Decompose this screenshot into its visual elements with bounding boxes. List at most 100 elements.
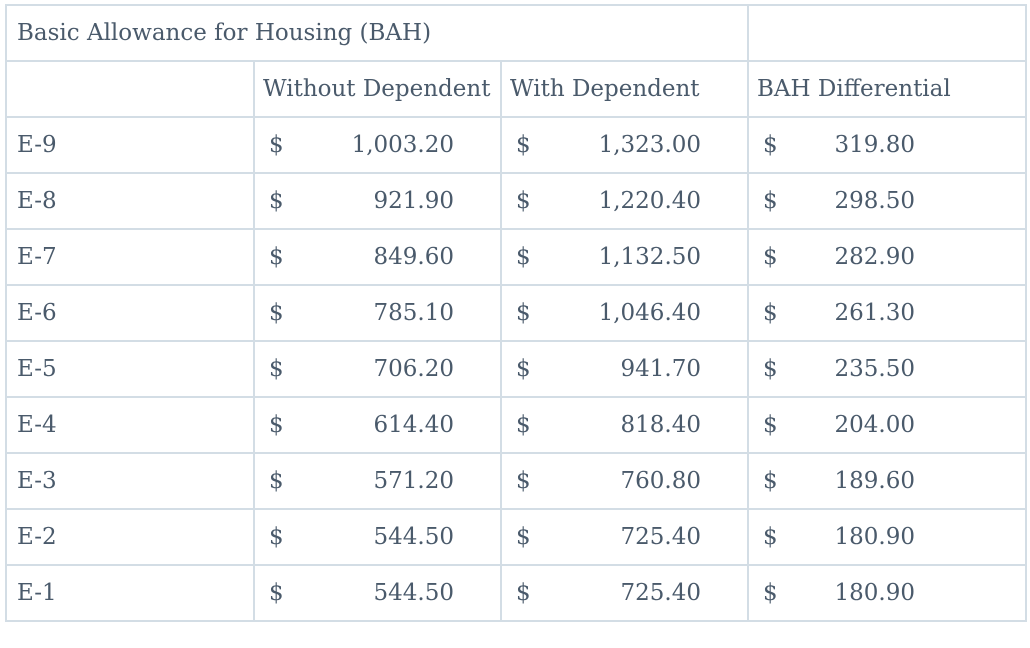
currency-symbol: $ [516, 412, 531, 438]
amount: 921.90 [373, 188, 454, 214]
with-dependent-cell: $760.80 [499, 452, 750, 510]
title-row-empty-cell [747, 4, 1028, 62]
currency-symbol: $ [269, 580, 284, 606]
money-value: $298.50 [750, 175, 1024, 227]
money-value: $235.50 [750, 343, 1024, 395]
currency-symbol: $ [763, 300, 778, 326]
currency-symbol: $ [269, 412, 284, 438]
amount: 849.60 [373, 244, 454, 270]
header-grade [5, 60, 255, 118]
money-value: $282.90 [750, 231, 1024, 283]
amount: 1,220.40 [598, 188, 702, 214]
currency-symbol: $ [269, 356, 284, 382]
table-row: E-3 $571.20 $760.80 $189.60 [5, 452, 1028, 510]
amount: 571.20 [373, 468, 454, 494]
money-value: $571.20 [256, 455, 499, 507]
amount: 261.30 [834, 300, 916, 326]
with-dependent-cell: $1,220.40 [499, 172, 750, 230]
without-dependent-cell: $571.20 [253, 452, 502, 510]
money-value: $544.50 [256, 567, 499, 619]
amount: 725.40 [620, 580, 702, 606]
currency-symbol: $ [516, 468, 531, 494]
money-value: $1,132.50 [503, 231, 746, 283]
with-dependent-cell: $1,132.50 [499, 228, 750, 286]
table-title: Basic Allowance for Housing (BAH) [4, 4, 750, 62]
money-value: $706.20 [256, 343, 499, 395]
header-bah-differential: BAH Differential [747, 60, 1028, 118]
table-row: E-1 $544.50 $725.40 $180.90 [5, 564, 1028, 622]
currency-symbol: $ [516, 524, 531, 550]
amount: 1,003.20 [351, 132, 454, 158]
grade-cell: E-7 [5, 228, 255, 286]
amount: 1,323.00 [598, 132, 702, 158]
amount: 298.50 [834, 188, 916, 214]
amount: 180.90 [834, 524, 916, 550]
amount: 544.50 [373, 580, 454, 606]
bah-differential-cell: $282.90 [747, 228, 1028, 286]
bah-differential-cell: $261.30 [747, 284, 1028, 342]
amount: 1,132.50 [598, 244, 702, 270]
table-row: E-5 $706.20 $941.70 $235.50 [5, 340, 1028, 398]
money-value: $849.60 [256, 231, 499, 283]
money-value: $941.70 [503, 343, 746, 395]
money-value: $189.60 [750, 455, 1024, 507]
grade-cell: E-4 [5, 396, 255, 454]
money-value: $544.50 [256, 511, 499, 563]
currency-symbol: $ [763, 132, 778, 158]
header-row: Without Dependent With Dependent BAH Dif… [5, 60, 1028, 118]
bah-differential-cell: $235.50 [747, 340, 1028, 398]
bah-differential-cell: $180.90 [747, 508, 1028, 566]
grade-cell: E-9 [5, 116, 255, 174]
currency-symbol: $ [269, 244, 284, 270]
without-dependent-cell: $544.50 [253, 508, 502, 566]
money-value: $818.40 [503, 399, 746, 451]
without-dependent-cell: $849.60 [253, 228, 502, 286]
money-value: $760.80 [503, 455, 746, 507]
money-value: $319.80 [750, 119, 1024, 171]
currency-symbol: $ [516, 300, 531, 326]
money-value: $1,046.40 [503, 287, 746, 339]
money-value: $614.40 [256, 399, 499, 451]
currency-symbol: $ [763, 580, 778, 606]
with-dependent-cell: $1,046.40 [499, 284, 750, 342]
amount: 319.80 [834, 132, 916, 158]
currency-symbol: $ [269, 132, 284, 158]
header-without-dependent: Without Dependent [253, 60, 502, 118]
table-row: E-2 $544.50 $725.40 $180.90 [5, 508, 1028, 566]
without-dependent-cell: $614.40 [253, 396, 502, 454]
money-value: $1,323.00 [503, 119, 746, 171]
amount: 1,046.40 [598, 300, 702, 326]
table-row: E-6 $785.10 $1,046.40 $261.30 [5, 284, 1028, 342]
amount: 706.20 [373, 356, 454, 382]
with-dependent-cell: $725.40 [499, 564, 750, 622]
currency-symbol: $ [269, 524, 284, 550]
money-value: $180.90 [750, 511, 1024, 563]
currency-symbol: $ [516, 244, 531, 270]
currency-symbol: $ [763, 244, 778, 270]
amount: 941.70 [620, 356, 702, 382]
amount: 282.90 [834, 244, 916, 270]
grade-cell: E-6 [5, 284, 255, 342]
without-dependent-cell: $1,003.20 [253, 116, 502, 174]
currency-symbol: $ [269, 188, 284, 214]
bah-table-container: Basic Allowance for Housing (BAH) Withou… [4, 4, 1028, 622]
with-dependent-cell: $941.70 [499, 340, 750, 398]
with-dependent-cell: $725.40 [499, 508, 750, 566]
grade-cell: E-8 [5, 172, 255, 230]
money-value: $180.90 [750, 567, 1024, 619]
without-dependent-cell: $921.90 [253, 172, 502, 230]
currency-symbol: $ [763, 524, 778, 550]
grade-cell: E-5 [5, 340, 255, 398]
title-row: Basic Allowance for Housing (BAH) [4, 4, 1028, 62]
header-with-dependent: With Dependent [499, 60, 750, 118]
without-dependent-cell: $785.10 [253, 284, 502, 342]
currency-symbol: $ [516, 356, 531, 382]
amount: 204.00 [834, 412, 916, 438]
money-value: $1,220.40 [503, 175, 746, 227]
amount: 235.50 [834, 356, 916, 382]
money-value: $725.40 [503, 567, 746, 619]
grade-cell: E-2 [5, 508, 255, 566]
currency-symbol: $ [763, 356, 778, 382]
money-value: $1,003.20 [256, 119, 499, 171]
table-row: E-8 $921.90 $1,220.40 $298.50 [5, 172, 1028, 230]
